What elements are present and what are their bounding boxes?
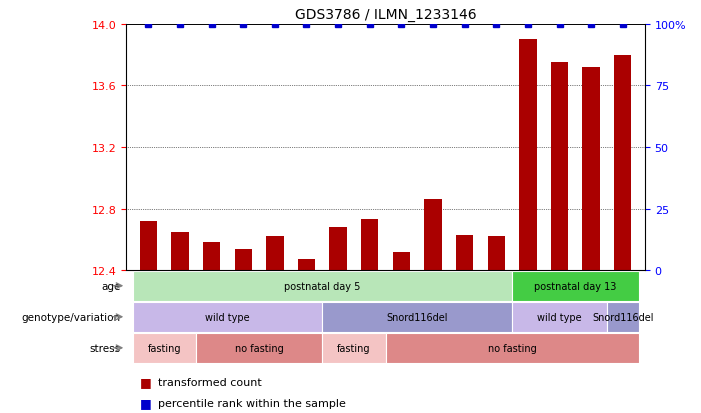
Bar xyxy=(519,40,536,271)
Text: no fasting: no fasting xyxy=(488,343,536,353)
Text: fasting: fasting xyxy=(147,343,181,353)
Text: ■: ■ xyxy=(140,396,152,409)
Bar xyxy=(456,235,473,271)
Bar xyxy=(171,232,189,271)
Bar xyxy=(607,302,639,332)
Bar xyxy=(386,333,639,363)
Text: transformed count: transformed count xyxy=(158,377,261,387)
Text: Snord116del: Snord116del xyxy=(592,312,653,322)
Bar xyxy=(203,243,220,271)
Text: Snord116del: Snord116del xyxy=(386,312,448,322)
Text: stress: stress xyxy=(90,343,121,353)
Text: no fasting: no fasting xyxy=(235,343,283,353)
Bar xyxy=(132,271,512,301)
Text: fasting: fasting xyxy=(337,343,371,353)
Bar xyxy=(298,260,315,271)
Text: age: age xyxy=(102,281,121,291)
Text: percentile rank within the sample: percentile rank within the sample xyxy=(158,398,346,408)
Title: GDS3786 / ILMN_1233146: GDS3786 / ILMN_1233146 xyxy=(294,8,477,22)
Bar xyxy=(488,237,505,271)
Bar xyxy=(132,302,322,332)
Bar xyxy=(322,302,512,332)
Text: postnatal day 13: postnatal day 13 xyxy=(534,281,616,291)
Bar xyxy=(266,237,283,271)
Bar xyxy=(196,333,322,363)
Text: ■: ■ xyxy=(140,375,152,389)
Bar xyxy=(329,228,347,271)
Text: genotype/variation: genotype/variation xyxy=(22,312,121,322)
Text: postnatal day 5: postnatal day 5 xyxy=(284,281,360,291)
Bar xyxy=(583,68,600,271)
Bar xyxy=(424,200,442,271)
Bar xyxy=(132,333,196,363)
Bar xyxy=(235,249,252,271)
Bar xyxy=(512,271,639,301)
Bar xyxy=(551,63,569,271)
Bar xyxy=(512,302,607,332)
Text: wild type: wild type xyxy=(537,312,582,322)
Bar xyxy=(361,220,379,271)
Bar xyxy=(139,221,157,271)
Bar xyxy=(322,333,386,363)
Bar xyxy=(614,55,632,271)
Text: wild type: wild type xyxy=(205,312,250,322)
Bar xyxy=(393,252,410,271)
